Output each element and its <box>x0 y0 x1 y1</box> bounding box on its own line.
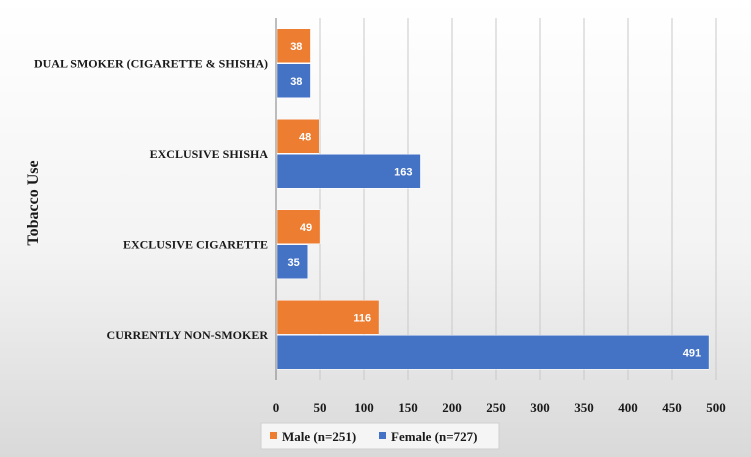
x-tick-label: 100 <box>354 400 374 415</box>
x-tick-label: 400 <box>618 400 638 415</box>
data-label: 35 <box>288 257 300 269</box>
data-label: 48 <box>299 131 311 143</box>
female-bar <box>277 335 709 369</box>
x-tick-label: 250 <box>486 400 506 415</box>
x-tick-label: 500 <box>706 400 726 415</box>
category-label: DUAL SMOKER (CIGARETTE & SHISHA) <box>34 56 268 70</box>
category-label: CURRENTLY NON-SMOKER <box>107 328 269 342</box>
legend-label: Male (n=251) <box>282 429 356 444</box>
x-tick-label: 300 <box>530 400 550 415</box>
legend: Male (n=251) Female (n=727) <box>261 423 499 449</box>
x-tick-labels: 0 50 100 150 200 250 300 350 400 450 500 <box>273 400 726 415</box>
data-label: 49 <box>300 222 312 234</box>
legend-swatch <box>270 432 277 439</box>
x-tick-label: 50 <box>314 400 327 415</box>
male-bar <box>277 210 320 244</box>
data-label: 38 <box>290 76 302 88</box>
x-tick-label: 0 <box>273 400 280 415</box>
data-label: 491 <box>683 347 701 359</box>
bars <box>277 29 709 370</box>
x-tick-label: 150 <box>398 400 418 415</box>
legend-swatch <box>379 432 386 439</box>
x-tick-label: 450 <box>662 400 682 415</box>
data-label: 163 <box>394 166 412 178</box>
x-tick-label: 200 <box>442 400 462 415</box>
data-label: 38 <box>290 41 302 53</box>
y-axis-title: Tobacco Use <box>25 160 42 245</box>
data-label: 116 <box>353 312 371 324</box>
x-tick-label: 350 <box>574 400 594 415</box>
category-label: EXCLUSIVE CIGARETTE <box>123 237 268 251</box>
legend-label: Female (n=727) <box>391 429 477 444</box>
category-label: EXCLUSIVE SHISHA <box>150 147 269 161</box>
category-labels: DUAL SMOKER (CIGARETTE & SHISHA) EXCLUSIV… <box>34 56 268 342</box>
